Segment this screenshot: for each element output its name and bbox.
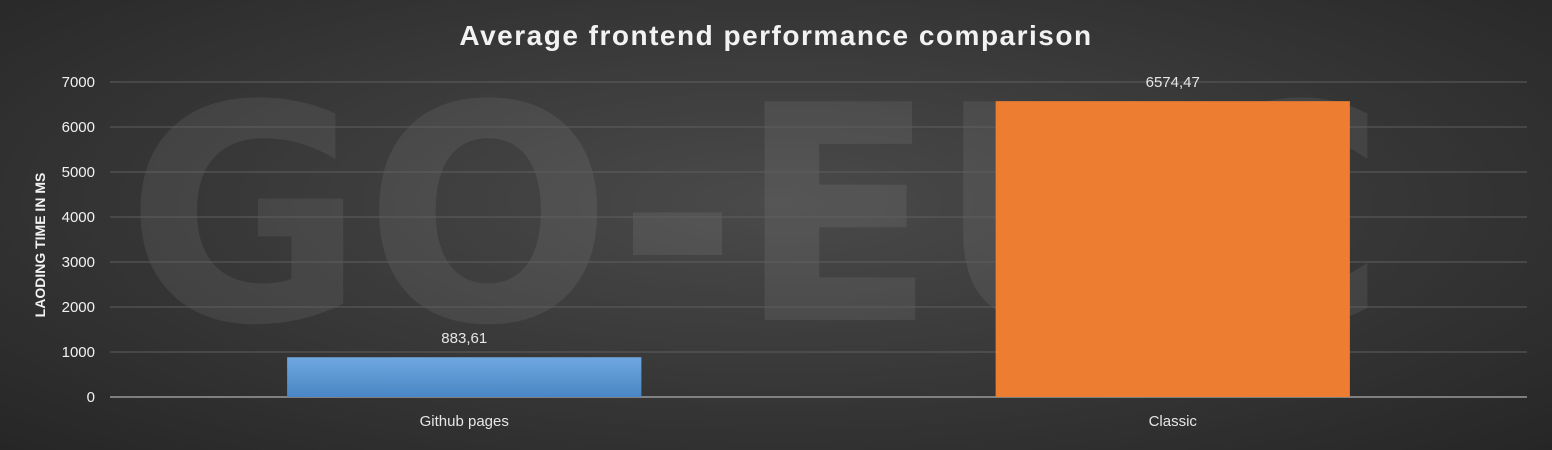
y-axis-label: LAODING TIME IN MS (32, 172, 48, 318)
labels: 0 1000 2000 3000 4000 5000 6000 7000 883,61 Githu… (62, 74, 1200, 430)
y-tick-label: 2000 (62, 299, 95, 316)
y-tick-label: 5000 (62, 164, 95, 181)
y-tick-label: 7000 (62, 74, 95, 91)
x-category-label: Github pages (420, 413, 509, 430)
bars (287, 101, 1350, 397)
y-tick-label: 4000 (62, 209, 95, 226)
data-label: 883,61 (441, 330, 487, 347)
y-tick-label: 3000 (62, 254, 95, 271)
y-tick-label: 0 (87, 389, 95, 406)
y-tick-label: 1000 (62, 344, 95, 361)
x-category-label: Classic (1149, 413, 1198, 430)
y-tick-label: 6000 (62, 119, 95, 136)
bar-github-pages (287, 357, 642, 397)
data-label: 6574,47 (1146, 74, 1200, 91)
chart-title: Average frontend performance comparison (459, 20, 1093, 51)
bar-classic (995, 101, 1350, 397)
